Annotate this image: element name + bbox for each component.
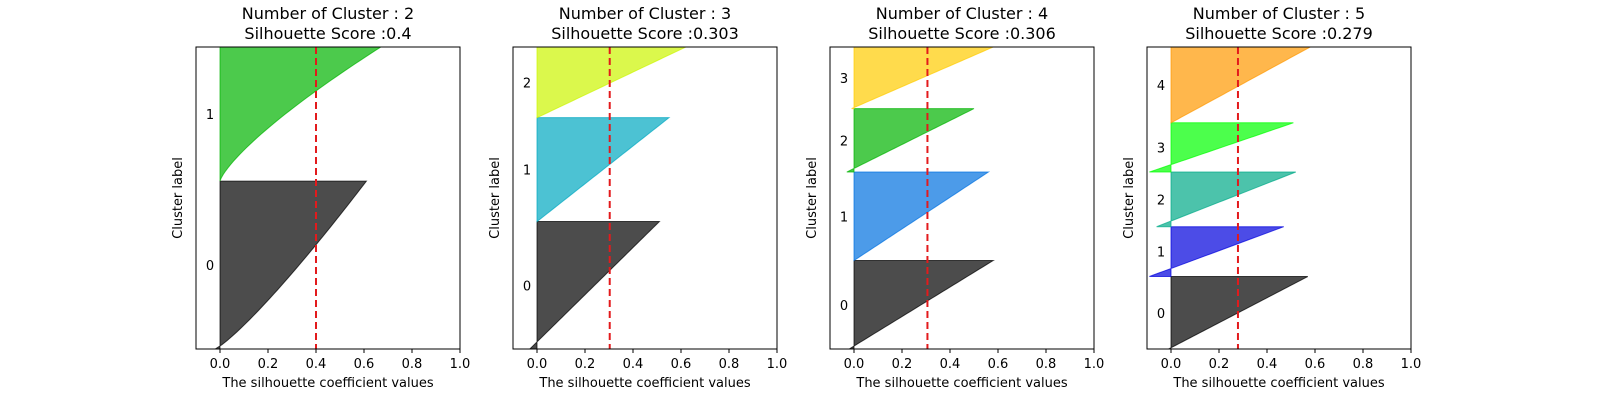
x-tick-label: 0.2 — [258, 357, 279, 372]
y-axis-label: Cluster label — [171, 157, 186, 239]
cluster-label-0: 0 — [523, 279, 531, 294]
cluster-label-2: 2 — [523, 76, 531, 91]
chart-title-line-1: Number of Cluster : 3 — [559, 4, 731, 23]
x-tick-label: 0.2 — [1209, 357, 1230, 372]
chart-title-line-1: Number of Cluster : 4 — [876, 4, 1048, 23]
axes-frame — [829, 46, 1095, 350]
cluster-1-silhouette — [853, 171, 991, 262]
y-axis-label: Cluster label — [805, 157, 820, 239]
x-tick-label: 0.4 — [306, 357, 327, 372]
chart-title-line-1: Number of Cluster : 2 — [242, 4, 414, 23]
axes-frame — [1146, 46, 1412, 350]
x-tick-label: 0.0 — [844, 357, 865, 372]
cluster-0-silhouette — [213, 180, 368, 350]
y-axis-label: Cluster label — [1122, 157, 1137, 239]
x-axis-label: The silhouette coefficient values — [855, 376, 1067, 391]
x-tick-label: 0.0 — [1161, 357, 1182, 372]
cluster-label-2: 2 — [840, 134, 848, 149]
chart-title-line-2: Silhouette Score :0.306 — [868, 24, 1056, 43]
cluster-label-0: 0 — [1157, 307, 1165, 322]
cluster-3-silhouette — [851, 46, 994, 110]
cluster-1-silhouette — [1149, 226, 1284, 278]
y-axis-label: Cluster label — [488, 157, 503, 239]
cluster-4-silhouette — [1170, 46, 1311, 124]
cluster-2-silhouette — [536, 46, 687, 119]
x-tick-label: 1.0 — [1401, 357, 1422, 372]
x-axis-label: The silhouette coefficient values — [538, 376, 750, 391]
x-tick-label: 0.4 — [1257, 357, 1278, 372]
axes-frame — [512, 46, 778, 350]
cluster-label-1: 1 — [523, 164, 531, 179]
x-tick-label: 0.8 — [1036, 357, 1057, 372]
x-tick-label: 1.0 — [1084, 357, 1105, 372]
cluster-label-1: 1 — [840, 210, 848, 225]
silhouette-panel-4: 0 1 2 3 4 0.0 0.2 0.4 0.6 0.8 1.0 The silhouette co… — [1122, 4, 1421, 391]
x-tick-label: 0.6 — [988, 357, 1009, 372]
cluster-0-silhouette — [847, 260, 995, 350]
cluster-label-1: 1 — [1157, 246, 1165, 261]
cluster-2-silhouette — [1156, 171, 1296, 228]
axes-frame — [195, 46, 461, 350]
x-tick-label: 0.0 — [210, 357, 231, 372]
cluster-1-silhouette — [219, 46, 383, 182]
silhouette-panel-2: 0 1 2 0.0 0.2 0.4 0.6 0.8 1.0 The silhouette coef… — [488, 4, 787, 391]
x-tick-label: 0.8 — [719, 357, 740, 372]
chart-title-line-2: Silhouette Score :0.4 — [244, 24, 411, 43]
x-tick-label: 0.4 — [940, 357, 961, 372]
silhouette-panel-1: 0 1 0.0 0.2 0.4 0.6 0.8 1.0 The silhouette coeff… — [171, 4, 470, 391]
x-tick-label: 0.2 — [892, 357, 913, 372]
x-tick-label: 0.8 — [1353, 357, 1374, 372]
chart-title-line-2: Silhouette Score :0.303 — [551, 24, 739, 43]
x-tick-label: 0.4 — [623, 357, 644, 372]
x-tick-label: 1.0 — [450, 357, 471, 372]
x-tick-label: 0.8 — [402, 357, 423, 372]
cluster-3-silhouette — [1149, 122, 1294, 173]
cluster-label-1: 1 — [206, 108, 214, 123]
cluster-label-3: 3 — [840, 72, 848, 87]
chart-title-line-2: Silhouette Score :0.279 — [1185, 24, 1373, 43]
x-axis-label: The silhouette coefficient values — [221, 376, 433, 391]
cluster-label-2: 2 — [1157, 193, 1165, 208]
x-tick-label: 1.0 — [767, 357, 788, 372]
x-tick-label: 0.0 — [527, 357, 548, 372]
x-tick-label: 0.2 — [575, 357, 596, 372]
cluster-1-silhouette — [536, 117, 671, 223]
cluster-label-0: 0 — [840, 299, 848, 314]
x-tick-label: 0.6 — [671, 357, 692, 372]
cluster-label-0: 0 — [206, 259, 214, 274]
x-axis-label: The silhouette coefficient values — [1172, 376, 1384, 391]
silhouette-panel-3: 0 1 2 3 0.0 0.2 0.4 0.6 0.8 1.0 The silhouette coe… — [805, 4, 1104, 391]
x-tick-label: 0.6 — [354, 357, 375, 372]
x-tick-label: 0.6 — [1305, 357, 1326, 372]
cluster-label-3: 3 — [1157, 141, 1165, 156]
cluster-2-silhouette — [846, 108, 975, 173]
cluster-label-4: 4 — [1157, 79, 1165, 94]
chart-title-line-1: Number of Cluster : 5 — [1193, 4, 1365, 23]
cluster-0-silhouette — [528, 221, 661, 350]
